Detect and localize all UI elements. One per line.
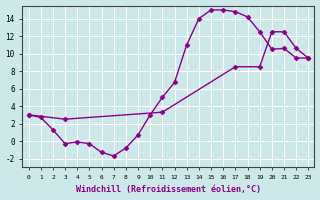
X-axis label: Windchill (Refroidissement éolien,°C): Windchill (Refroidissement éolien,°C) (76, 185, 261, 194)
